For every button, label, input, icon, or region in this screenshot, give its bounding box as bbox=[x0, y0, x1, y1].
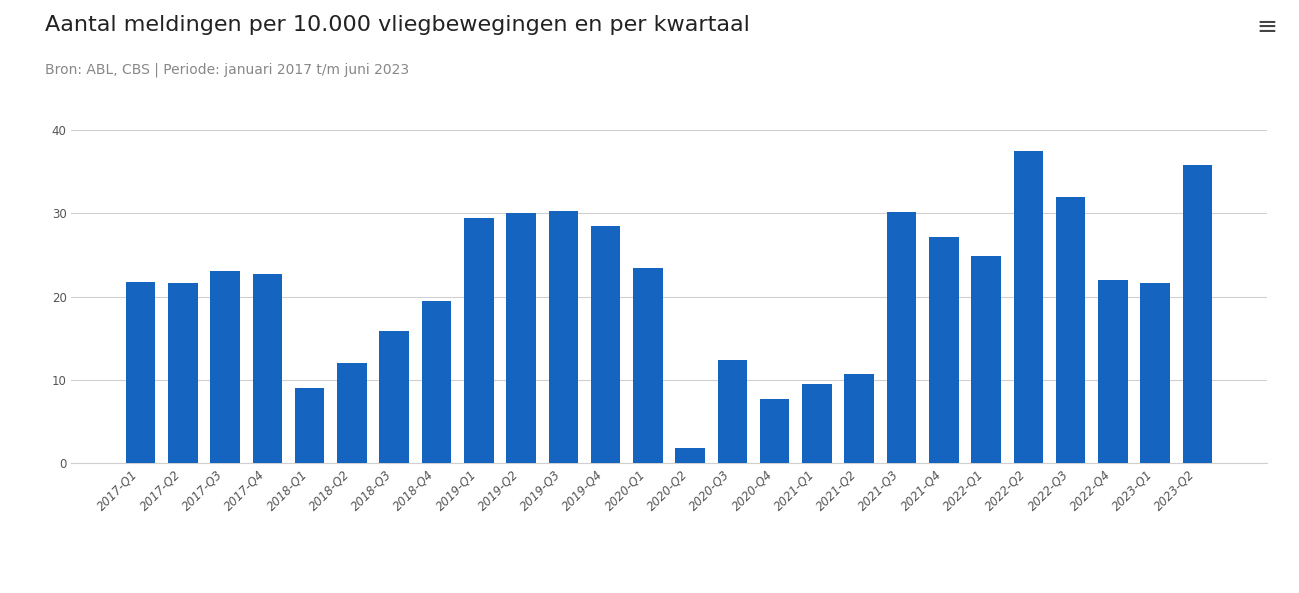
Bar bbox=[295, 388, 325, 463]
Bar bbox=[1013, 151, 1043, 463]
Bar bbox=[675, 448, 705, 463]
Bar bbox=[338, 363, 366, 463]
Bar bbox=[887, 212, 916, 463]
Bar bbox=[548, 211, 578, 463]
Bar bbox=[1182, 165, 1212, 463]
Bar bbox=[591, 226, 621, 463]
Bar bbox=[803, 384, 831, 463]
Bar bbox=[507, 213, 535, 463]
Bar bbox=[422, 301, 451, 463]
Bar bbox=[1056, 197, 1086, 463]
Text: Bron: ABL, CBS | Periode: januari 2017 t/m juni 2023: Bron: ABL, CBS | Periode: januari 2017 t… bbox=[45, 62, 409, 76]
Bar bbox=[252, 274, 282, 463]
Bar bbox=[464, 218, 494, 463]
Bar bbox=[929, 237, 959, 463]
Bar bbox=[760, 398, 790, 463]
Bar bbox=[1098, 280, 1128, 463]
Text: ≡: ≡ bbox=[1256, 15, 1277, 39]
Bar bbox=[844, 374, 874, 463]
Bar bbox=[210, 271, 240, 463]
Bar bbox=[1141, 283, 1170, 463]
Bar bbox=[126, 282, 156, 463]
Bar bbox=[717, 359, 747, 463]
Text: Aantal meldingen per 10.000 vliegbewegingen en per kwartaal: Aantal meldingen per 10.000 vliegbewegin… bbox=[45, 15, 751, 35]
Bar bbox=[168, 283, 197, 463]
Bar bbox=[633, 268, 662, 463]
Bar bbox=[379, 331, 409, 463]
Bar bbox=[972, 256, 1000, 463]
